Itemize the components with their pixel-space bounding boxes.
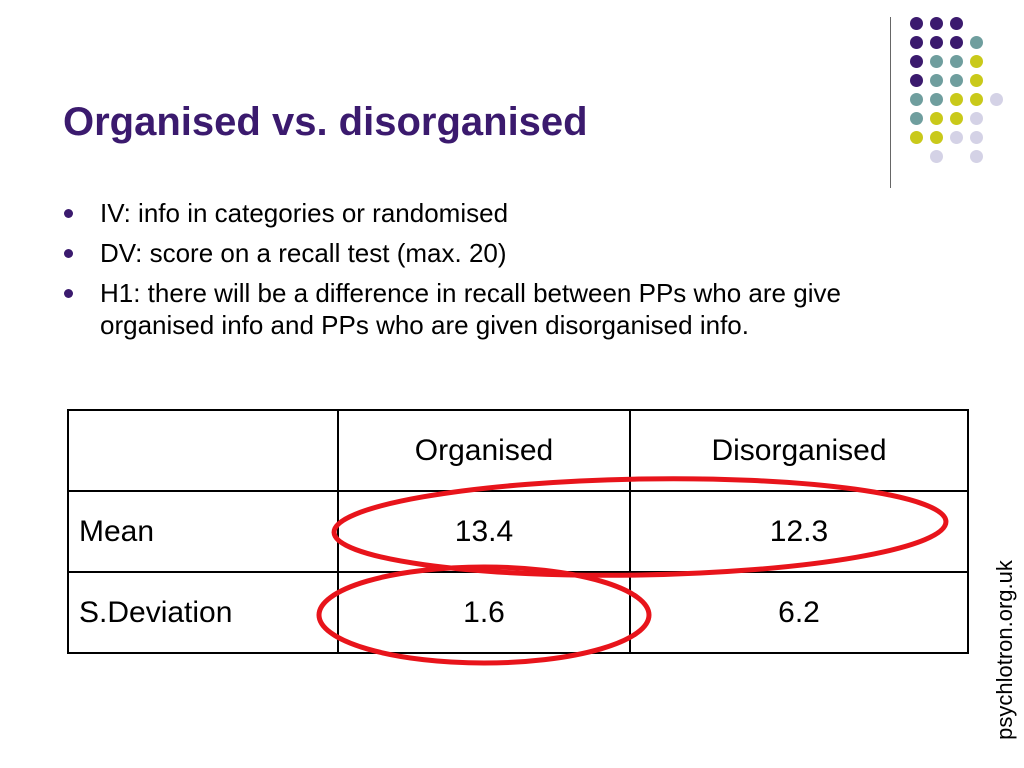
decor-dot xyxy=(910,93,923,106)
decor-dot xyxy=(910,74,923,87)
mean-highlight-ellipse xyxy=(331,476,949,578)
decor-dot xyxy=(950,36,963,49)
decor-dot xyxy=(950,131,963,144)
decor-dot xyxy=(970,150,983,163)
decor-dot xyxy=(930,55,943,68)
decor-dot xyxy=(930,93,943,106)
decor-dot xyxy=(950,55,963,68)
decor-dot xyxy=(910,112,923,125)
decor-dot xyxy=(970,131,983,144)
bullet-hypothesis: H1: there will be a difference in recall… xyxy=(60,277,960,341)
decor-dot xyxy=(990,93,1003,106)
bullet-list: IV: info in categories or randomised DV:… xyxy=(60,197,960,349)
website-watermark: psychlotron.org.uk xyxy=(992,560,1017,740)
sd-highlight-ellipse xyxy=(316,564,652,666)
decor-dot xyxy=(930,131,943,144)
decor-dot xyxy=(970,93,983,106)
table-header-row: Organised Disorganised xyxy=(67,409,969,492)
sd-organised-cell: 1.6 xyxy=(337,571,631,654)
sd-disorganised-cell: 6.2 xyxy=(629,571,969,654)
decor-dot xyxy=(910,36,923,49)
decor-dot xyxy=(910,17,923,30)
title-divider-line xyxy=(890,17,891,188)
header-disorganised: Disorganised xyxy=(629,409,969,492)
decor-dot xyxy=(950,93,963,106)
table-corner-cell xyxy=(67,409,339,492)
decor-dot xyxy=(930,150,943,163)
table-row-sd: S.Deviation 1.6 6.2 xyxy=(67,571,969,654)
bullet-dv: DV: score on a recall test (max. 20) xyxy=(60,237,960,269)
decor-dot xyxy=(970,112,983,125)
mean-disorganised-cell: 12.3 xyxy=(629,490,969,573)
header-organised: Organised xyxy=(337,409,631,492)
decor-dot xyxy=(930,74,943,87)
decor-dot xyxy=(950,112,963,125)
slide-title: Organised vs. disorganised xyxy=(63,100,588,144)
row-label-sd: S.Deviation xyxy=(67,571,339,654)
decor-dot xyxy=(970,55,983,68)
decor-dot xyxy=(970,74,983,87)
decor-dot xyxy=(910,131,923,144)
row-label-mean: Mean xyxy=(67,490,339,573)
decor-dot xyxy=(970,36,983,49)
decor-dot xyxy=(930,17,943,30)
decor-dot xyxy=(930,36,943,49)
decor-dot xyxy=(950,17,963,30)
decor-dot xyxy=(910,55,923,68)
bullet-iv: IV: info in categories or randomised xyxy=(60,197,960,229)
decor-dot xyxy=(930,112,943,125)
decor-dot xyxy=(950,74,963,87)
